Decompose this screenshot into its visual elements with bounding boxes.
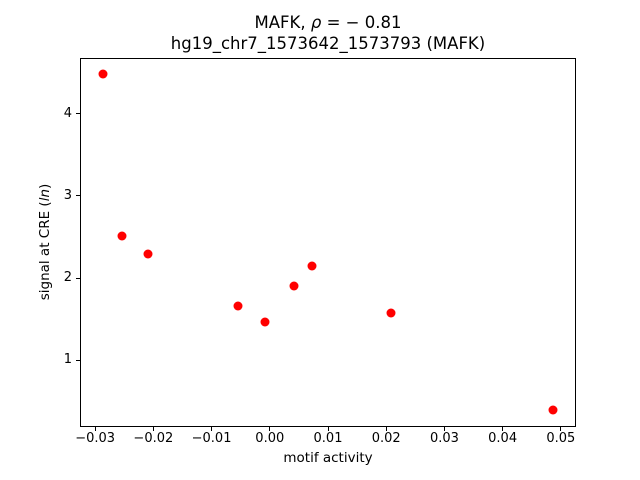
x-tick-mark — [560, 427, 562, 431]
data-point — [233, 301, 243, 311]
x-tick-label: 0.03 — [429, 431, 459, 446]
y-tick-mark — [76, 195, 80, 197]
x-tick-label: −0.02 — [133, 431, 174, 446]
x-axis-label: motif activity — [283, 450, 373, 466]
x-tick-mark — [502, 427, 504, 431]
data-point — [260, 317, 270, 327]
y-tick-mark — [76, 359, 80, 361]
y-tick-mark — [76, 113, 80, 115]
x-tick-label: −0.03 — [75, 431, 116, 446]
data-point — [289, 281, 299, 291]
x-tick-mark — [327, 427, 329, 431]
y-tick-mark — [76, 277, 80, 279]
title-line-1: MAFK, ρ = − 0.81 — [254, 13, 402, 32]
x-tick-label: 0.02 — [371, 431, 401, 446]
data-point — [117, 231, 127, 241]
data-point — [548, 405, 558, 415]
rho-symbol: ρ — [310, 13, 322, 32]
data-point — [307, 261, 317, 271]
chart-title: MAFK, ρ = − 0.81 hg19_chr7_1573642_15737… — [80, 12, 576, 54]
x-tick-mark — [385, 427, 387, 431]
x-tick-label: 0.04 — [488, 431, 518, 446]
y-tick-label: 4 — [63, 105, 72, 121]
x-tick-label: 0.01 — [313, 431, 343, 446]
x-tick-mark — [94, 427, 96, 431]
data-point — [98, 69, 108, 79]
x-tick-label: 0.05 — [546, 431, 576, 446]
y-tick-label: 1 — [63, 352, 72, 368]
y-tick-label: 2 — [63, 270, 72, 286]
data-point — [143, 249, 153, 259]
x-tick-label: −0.01 — [191, 431, 232, 446]
plot-area — [80, 58, 576, 427]
x-tick-label: 0.00 — [255, 431, 285, 446]
x-tick-mark — [211, 427, 213, 431]
x-tick-mark — [152, 427, 154, 431]
x-tick-mark — [269, 427, 271, 431]
title-line-2: hg19_chr7_1573642_1573793 (MAFK) — [170, 34, 486, 53]
x-tick-mark — [443, 427, 445, 431]
y-tick-label: 3 — [63, 187, 72, 203]
data-point — [386, 308, 396, 318]
